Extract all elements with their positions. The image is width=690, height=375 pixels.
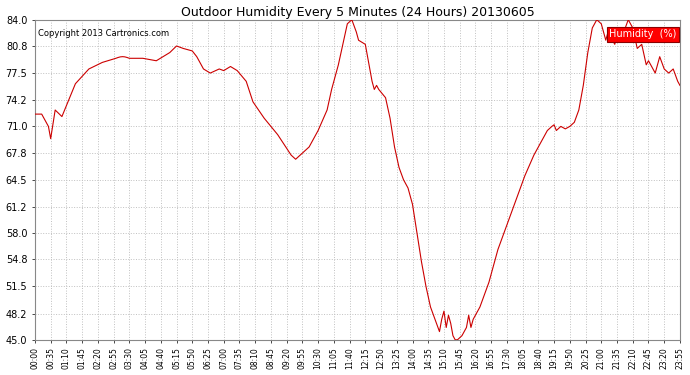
Text: Humidity  (%): Humidity (%) bbox=[609, 29, 677, 39]
Title: Outdoor Humidity Every 5 Minutes (24 Hours) 20130605: Outdoor Humidity Every 5 Minutes (24 Hou… bbox=[181, 6, 534, 18]
Text: Copyright 2013 Cartronics.com: Copyright 2013 Cartronics.com bbox=[38, 29, 169, 38]
